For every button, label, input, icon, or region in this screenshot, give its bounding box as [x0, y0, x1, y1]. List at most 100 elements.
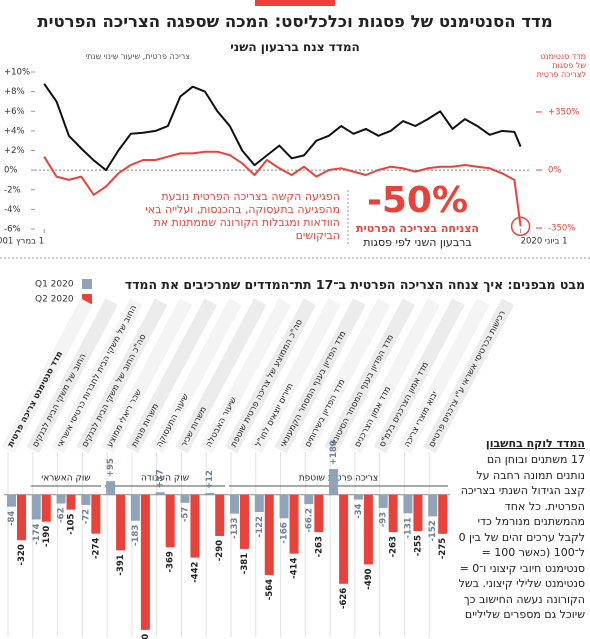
bar	[254, 494, 264, 513]
value-label: -255	[413, 535, 423, 556]
strip-bg	[423, 298, 515, 454]
bar	[230, 494, 239, 514]
strip-bg	[274, 298, 366, 454]
line-series	[43, 150, 522, 227]
bar	[81, 494, 91, 505]
value-label: -174	[32, 523, 42, 544]
bar	[190, 494, 200, 558]
annotation: הפגיעה הקשה בצריכה הפרטית נובעת מהפגיעה …	[145, 190, 340, 242]
value-label: -133	[230, 518, 240, 539]
value-label: -72	[81, 509, 91, 524]
bar	[353, 494, 363, 500]
bar	[155, 492, 165, 495]
strip-bg	[348, 298, 440, 454]
y2-tick-label: -350%	[548, 224, 575, 234]
value-label: -183	[131, 525, 141, 546]
bar	[438, 494, 448, 534]
strip-bg	[26, 298, 118, 454]
value-label: -442	[190, 562, 200, 583]
legend-label: Q1 2020	[35, 280, 74, 290]
bar	[339, 494, 349, 584]
bar	[91, 494, 101, 534]
value-label: -626	[339, 588, 349, 609]
value-label: -290	[215, 540, 225, 561]
value-label: -152	[428, 520, 438, 541]
bar	[240, 494, 249, 549]
value-label: -122	[255, 516, 265, 537]
legend-label: Q2 2020	[35, 295, 74, 305]
value-label: -274	[91, 538, 101, 559]
strip-bg	[51, 298, 143, 454]
bar	[31, 494, 41, 520]
value-label: -381	[240, 553, 250, 574]
value-label: -57	[180, 507, 190, 522]
bar	[205, 492, 215, 495]
bar	[403, 494, 413, 514]
value-label: -391	[116, 554, 126, 575]
bar	[304, 494, 314, 505]
strip-bg	[100, 298, 193, 454]
bar	[41, 494, 51, 522]
bar	[289, 494, 299, 554]
strip-bg	[373, 298, 465, 454]
strip-bg	[224, 298, 317, 454]
value-label: +95	[106, 458, 116, 477]
value-label: -263	[389, 536, 399, 557]
strip-bg	[76, 298, 168, 454]
chart-title: מבט מבפנים: איך צנחה הצריכה הפרטית ב־17 …	[124, 277, 585, 292]
value-label: -34	[354, 503, 364, 518]
value-label: -105	[67, 514, 77, 535]
value-label: -564	[265, 579, 275, 600]
bar	[428, 494, 438, 517]
strip-bg	[1, 298, 94, 454]
y-tick-label: -6%	[4, 225, 21, 235]
y-tick-label: +2%	[4, 146, 25, 156]
y-tick-label: -4%	[4, 205, 21, 215]
strip-bg	[200, 298, 292, 454]
bar	[106, 481, 116, 495]
y-axis-label: צריכה פרטית, שיעור שינוי שנתי	[85, 52, 190, 61]
y2-tick-label: +350%	[548, 107, 579, 117]
chart-title: מדד הסנטימנט של פסגות וכלכליסט: המכה שספ…	[37, 12, 553, 31]
bar	[140, 494, 150, 630]
bar	[130, 494, 140, 521]
value-label: -490	[364, 568, 374, 589]
highlight-point	[510, 216, 531, 237]
group-label: שוק האשראי	[41, 474, 90, 484]
value-label: +12	[205, 470, 215, 489]
bar	[215, 494, 225, 536]
bar	[363, 494, 373, 565]
strip-bg	[150, 298, 242, 454]
legend-swatch	[82, 279, 92, 289]
bar	[56, 494, 66, 504]
value-label: -131	[403, 517, 413, 538]
legend-swatch	[82, 294, 92, 304]
value-label: -275	[438, 538, 448, 559]
y-tick-label: +8%	[4, 87, 25, 97]
value-label: -166	[280, 522, 290, 543]
strip-bg	[398, 298, 490, 454]
strip-bg	[323, 298, 416, 454]
value-label: -414	[290, 558, 300, 579]
bar	[314, 494, 324, 533]
note-heading: המדד לוקח בחשבון	[485, 437, 585, 450]
value-label: -263	[314, 536, 324, 557]
strip-bg	[125, 298, 217, 454]
bar	[17, 494, 26, 541]
value-label: +180	[329, 440, 339, 465]
bar	[116, 494, 126, 551]
x-tick-label: 1 במרץ 2001	[0, 237, 44, 247]
x-tick-label: 1 ביוני 2020	[521, 237, 568, 247]
strip-bg	[175, 298, 267, 454]
annotation: ברבעון השני לפי פסגות	[363, 236, 472, 249]
value-label: -190	[42, 526, 52, 547]
y-tick-label: +6%	[4, 107, 25, 117]
line-series	[43, 83, 522, 172]
value-label: -84	[7, 511, 17, 526]
value-label: -320	[17, 544, 27, 565]
annotation: -50%	[366, 180, 469, 221]
bar	[378, 494, 388, 508]
value-label: -62	[57, 507, 67, 522]
y-tick-label: +4%	[4, 126, 25, 136]
